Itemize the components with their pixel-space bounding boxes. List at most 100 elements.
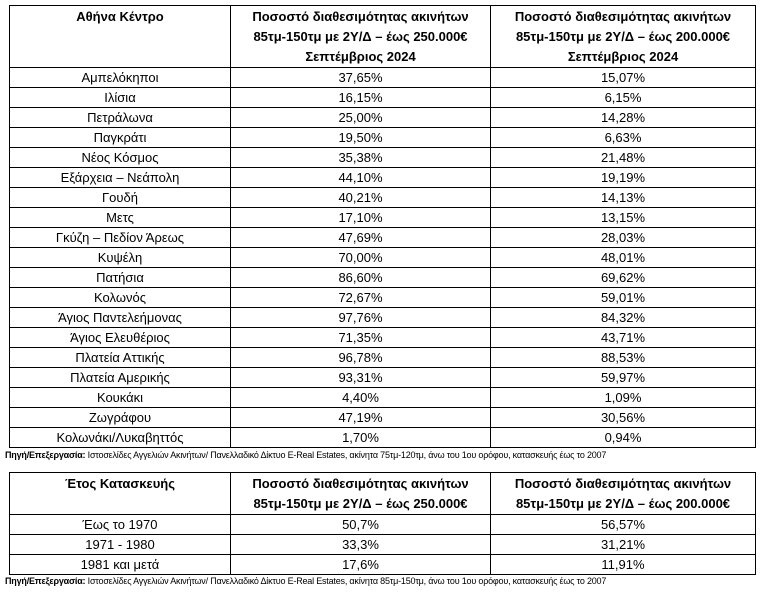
table-row: Κολωνός 72,67% 59,01% <box>9 287 756 308</box>
row-label: Κολωνάκι/Λυκαβηττός <box>9 427 231 448</box>
value-200k: 6,63% <box>490 127 756 148</box>
table-row: Κουκάκι 4,40% 1,09% <box>9 387 756 408</box>
value-250k: 70,00% <box>230 247 491 268</box>
row-label: Εξάρχεια – Νεάπολη <box>9 167 231 188</box>
source-text: Ιστοσελίδες Αγγελιών Ακινήτων/ Πανελλαδι… <box>85 576 607 586</box>
table-row: Γουδή 40,21% 14,13% <box>9 187 756 208</box>
value-250k: 19,50% <box>230 127 491 148</box>
row-label: 1981 και μετά <box>9 554 231 575</box>
value-250k: 1,70% <box>230 427 491 448</box>
value-200k: 28,03% <box>490 227 756 248</box>
table-row: Ιλίσια 16,15% 6,15% <box>9 87 756 108</box>
row-label: Έως το 1970 <box>9 514 231 535</box>
table-row: Μετς 17,10% 13,15% <box>9 207 756 228</box>
row-label: Κυψέλη <box>9 247 231 268</box>
row-label: Πλατεία Αμερικής <box>9 367 231 388</box>
table-header-row: Έτος Κατασκευής Ποσοστό διαθεσιμότητας α… <box>9 472 756 515</box>
value-200k: 69,62% <box>490 267 756 288</box>
value-200k: 21,48% <box>490 147 756 168</box>
row-label: Παγκράτι <box>9 127 231 148</box>
row-label: Αμπελόκηποι <box>9 67 231 88</box>
source-label: Πηγή/Επεξεργασία: <box>5 576 86 586</box>
header-250k: Ποσοστό διαθεσιμότητας ακινήτων 85τμ-150… <box>230 472 491 515</box>
value-200k: 56,57% <box>490 514 756 535</box>
value-250k: 47,19% <box>230 407 491 428</box>
table-row: Εξάρχεια – Νεάπολη 44,10% 19,19% <box>9 167 756 188</box>
row-label: Κουκάκι <box>9 387 231 408</box>
value-250k: 86,60% <box>230 267 491 288</box>
header-200k: Ποσοστό διαθεσιμότητας ακινήτων 85τμ-150… <box>490 5 756 68</box>
value-250k: 4,40% <box>230 387 491 408</box>
table-row: Ζωγράφου 47,19% 30,56% <box>9 407 756 428</box>
value-200k: 14,28% <box>490 107 756 128</box>
row-label: Πατήσια <box>9 267 231 288</box>
table-row: 1971 - 1980 33,3% 31,21% <box>9 534 756 555</box>
source-note-1: Πηγή/Επεξεργασία: Ιστοσελίδες Αγγελιών Α… <box>5 450 606 460</box>
row-label: Ζωγράφου <box>9 407 231 428</box>
value-250k: 35,38% <box>230 147 491 168</box>
value-250k: 96,78% <box>230 347 491 368</box>
value-200k: 15,07% <box>490 67 756 88</box>
header-250k: Ποσοστό διαθεσιμότητας ακινήτων 85τμ-150… <box>230 5 491 68</box>
header-200k: Ποσοστό διαθεσιμότητας ακινήτων 85τμ-150… <box>490 472 756 515</box>
source-text: Ιστοσελίδες Αγγελιών Ακινήτων/ Πανελλαδι… <box>85 450 607 460</box>
value-200k: 43,71% <box>490 327 756 348</box>
table-row: Πετράλωνα 25,00% 14,28% <box>9 107 756 128</box>
source-label: Πηγή/Επεξεργασία: <box>5 450 86 460</box>
value-250k: 50,7% <box>230 514 491 535</box>
row-label: Νέος Κόσμος <box>9 147 231 168</box>
value-250k: 17,10% <box>230 207 491 228</box>
row-label: Μετς <box>9 207 231 228</box>
availability-by-area-table: Αθήνα Κέντρο Ποσοστό διαθεσιμότητας ακιν… <box>9 5 756 448</box>
value-200k: 48,01% <box>490 247 756 268</box>
row-label: Κολωνός <box>9 287 231 308</box>
value-250k: 16,15% <box>230 87 491 108</box>
value-250k: 40,21% <box>230 187 491 208</box>
row-label: Γκύζη – Πεδίον Άρεως <box>9 227 231 248</box>
table-row: Αμπελόκηποι 37,65% 15,07% <box>9 67 756 88</box>
row-label: Άγιος Παντελεήμονας <box>9 307 231 328</box>
table-row: Νέος Κόσμος 35,38% 21,48% <box>9 147 756 168</box>
table-row: Πλατεία Αττικής 96,78% 88,53% <box>9 347 756 368</box>
row-label: Άγιος Ελευθέριος <box>9 327 231 348</box>
value-200k: 0,94% <box>490 427 756 448</box>
source-note-2: Πηγή/Επεξεργασία: Ιστοσελίδες Αγγελιών Α… <box>5 576 606 586</box>
table-row: Κυψέλη 70,00% 48,01% <box>9 247 756 268</box>
header-area: Αθήνα Κέντρο <box>9 5 231 68</box>
table-row: Κολωνάκι/Λυκαβηττός 1,70% 0,94% <box>9 427 756 448</box>
table-row: Παγκράτι 19,50% 6,63% <box>9 127 756 148</box>
value-200k: 6,15% <box>490 87 756 108</box>
value-250k: 44,10% <box>230 167 491 188</box>
row-label: Γουδή <box>9 187 231 208</box>
value-200k: 84,32% <box>490 307 756 328</box>
value-250k: 17,6% <box>230 554 491 575</box>
value-200k: 59,97% <box>490 367 756 388</box>
value-250k: 47,69% <box>230 227 491 248</box>
table-row: Πατήσια 86,60% 69,62% <box>9 267 756 288</box>
table-row: Γκύζη – Πεδίον Άρεως 47,69% 28,03% <box>9 227 756 248</box>
table-row: Έως το 1970 50,7% 56,57% <box>9 514 756 535</box>
value-250k: 93,31% <box>230 367 491 388</box>
value-200k: 31,21% <box>490 534 756 555</box>
value-200k: 1,09% <box>490 387 756 408</box>
table-row: 1981 και μετά 17,6% 11,91% <box>9 554 756 575</box>
value-250k: 72,67% <box>230 287 491 308</box>
value-200k: 30,56% <box>490 407 756 428</box>
availability-by-construction-year-table: Έτος Κατασκευής Ποσοστό διαθεσιμότητας α… <box>9 472 756 575</box>
row-label: Ιλίσια <box>9 87 231 108</box>
header-year: Έτος Κατασκευής <box>9 472 231 515</box>
row-label: 1971 - 1980 <box>9 534 231 555</box>
table-row: Άγιος Ελευθέριος 71,35% 43,71% <box>9 327 756 348</box>
table-row: Πλατεία Αμερικής 93,31% 59,97% <box>9 367 756 388</box>
value-200k: 19,19% <box>490 167 756 188</box>
value-250k: 33,3% <box>230 534 491 555</box>
value-250k: 71,35% <box>230 327 491 348</box>
row-label: Πετράλωνα <box>9 107 231 128</box>
row-label: Πλατεία Αττικής <box>9 347 231 368</box>
value-200k: 11,91% <box>490 554 756 575</box>
table-row: Άγιος Παντελεήμονας 97,76% 84,32% <box>9 307 756 328</box>
value-200k: 14,13% <box>490 187 756 208</box>
value-250k: 25,00% <box>230 107 491 128</box>
value-200k: 88,53% <box>490 347 756 368</box>
table-header-row: Αθήνα Κέντρο Ποσοστό διαθεσιμότητας ακιν… <box>9 5 756 68</box>
